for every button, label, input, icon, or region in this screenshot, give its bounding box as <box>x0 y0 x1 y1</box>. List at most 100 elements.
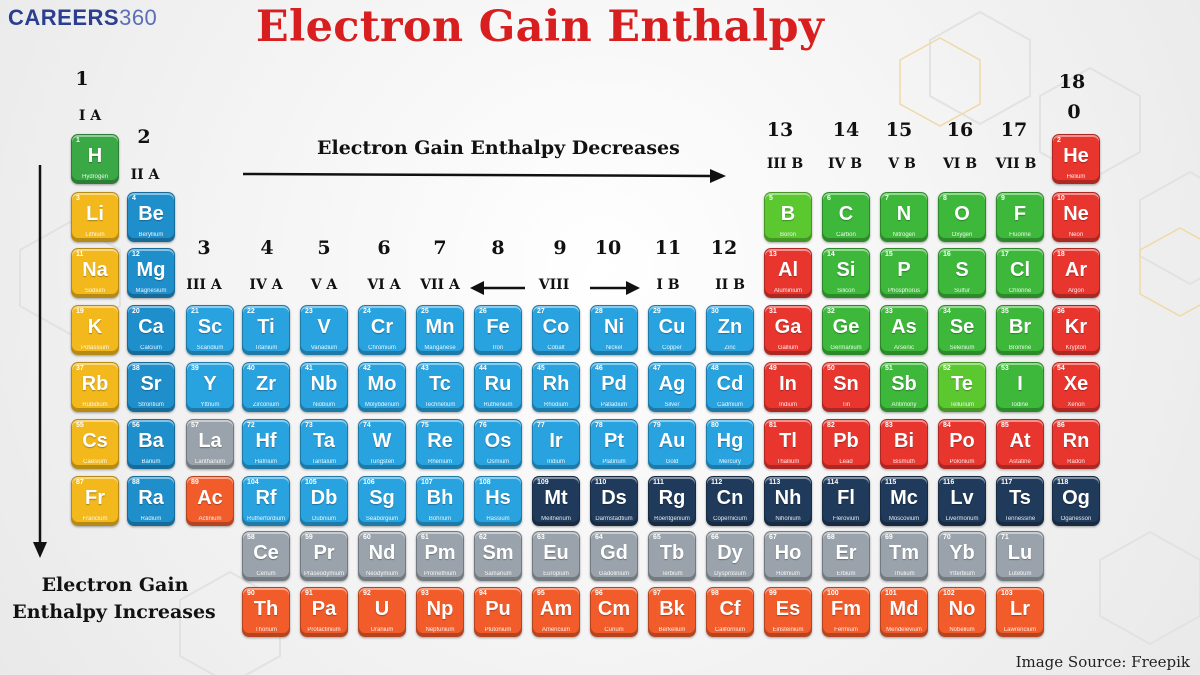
element-tile-cf: 98 Cf Californium <box>706 587 754 637</box>
element-tile-sb: 51 Sb Antimony <box>880 362 928 412</box>
element-tile-sg: 106 Sg Seaborgium <box>358 476 406 526</box>
atomic-number: 53 <box>1001 365 1009 372</box>
element-name: Europium <box>543 571 569 577</box>
atomic-number: 103 <box>1001 590 1013 597</box>
element-name: Einsteinium <box>772 627 804 633</box>
element-symbol: Fr <box>85 487 105 509</box>
element-tile-rf: 104 Rf Rutherfordium <box>242 476 290 526</box>
group-number-16: 16 <box>946 119 974 141</box>
element-tile-cd: 48 Cd Cadmium <box>706 362 754 412</box>
element-symbol: Lr <box>1010 598 1030 620</box>
atomic-number: 84 <box>943 422 951 429</box>
horizontal-trend-label: Electron Gain Enthalpy Decreases <box>317 137 680 159</box>
element-tile-dy: 66 Dy Dysprosium <box>706 531 754 581</box>
element-symbol: Dy <box>717 542 743 564</box>
element-tile-ir: 77 Ir Iridium <box>532 419 580 469</box>
element-tile-fl: 114 Fl Flerovium <box>822 476 870 526</box>
element-symbol: Cu <box>658 316 686 338</box>
atomic-number: 35 <box>1001 308 1009 315</box>
element-name: Bismuth <box>893 459 915 465</box>
atomic-number: 16 <box>943 251 951 258</box>
element-tile-lr: 103 Lr Lawrencium <box>996 587 1044 637</box>
element-symbol: Po <box>949 430 975 452</box>
atomic-number: 27 <box>537 308 545 315</box>
element-symbol: Sc <box>197 316 223 338</box>
element-name: Gold <box>665 459 679 465</box>
element-symbol: S <box>955 259 969 281</box>
element-tile-mo: 42 Mo Molybdenum <box>358 362 406 412</box>
element-name: Tennessine <box>1004 516 1036 522</box>
element-symbol: Am <box>539 598 573 620</box>
element-tile-bh: 107 Bh Bohrium <box>416 476 464 526</box>
element-name: Terbium <box>661 571 683 577</box>
atomic-number: 109 <box>537 479 549 486</box>
element-tile-yb: 70 Yb Ytterbium <box>938 531 986 581</box>
element-symbol: Bi <box>894 430 914 452</box>
element-name: Rubidium <box>82 402 108 408</box>
element-tile-ts: 117 Ts Tennessine <box>996 476 1044 526</box>
element-name: Helium <box>1066 174 1086 180</box>
element-symbol: Rn <box>1062 430 1090 452</box>
element-name: Tungsten <box>369 459 395 465</box>
group-subtitle-13: III B <box>766 156 804 172</box>
atomic-number: 116 <box>943 479 955 486</box>
group-subtitle-9: VIII <box>538 277 570 293</box>
atomic-number: 118 <box>1057 479 1069 486</box>
element-symbol: Xe <box>1063 373 1089 395</box>
element-symbol: Ba <box>138 430 164 452</box>
element-symbol: Hg <box>716 430 744 452</box>
element-tile-n: 7 N Nitrogen <box>880 192 928 242</box>
element-tile-pm: 61 Pm Promethium <box>416 531 464 581</box>
atomic-number: 28 <box>595 308 603 315</box>
element-tile-er: 68 Er Erbium <box>822 531 870 581</box>
element-name: Lutetium <box>1008 571 1032 577</box>
atomic-number: 49 <box>769 365 777 372</box>
element-name: Strontium <box>138 402 164 408</box>
element-tile-pt: 78 Pt Platinum <box>590 419 638 469</box>
element-symbol: Tc <box>429 373 451 395</box>
element-tile-pd: 46 Pd Palladium <box>590 362 638 412</box>
element-name: Chlorine <box>1008 288 1032 294</box>
atomic-number: 64 <box>595 534 603 541</box>
atomic-number: 2 <box>1057 137 1061 144</box>
element-symbol: Zr <box>256 373 276 395</box>
element-tile-la: 57 La Lanthanum <box>186 419 234 469</box>
atomic-number: 106 <box>363 479 375 486</box>
atomic-number: 43 <box>421 365 429 372</box>
group-number-13: 13 <box>766 119 794 141</box>
element-tile-zr: 40 Zr Zirconium <box>242 362 290 412</box>
element-tile-ge: 32 Ge Germanium <box>822 305 870 355</box>
element-symbol: Se <box>949 316 975 338</box>
element-tile-o: 8 O Oxygen <box>938 192 986 242</box>
group-subtitle-4: IV A <box>249 277 283 293</box>
page-title: Electron Gain Enthalpy <box>255 2 825 52</box>
viii-left-arrow-head <box>470 281 484 295</box>
element-symbol: Cs <box>82 430 108 452</box>
element-symbol: Ho <box>774 542 802 564</box>
element-tile-nd: 60 Nd Neodymium <box>358 531 406 581</box>
element-symbol: Te <box>951 373 973 395</box>
element-tile-co: 27 Co Cobalt <box>532 305 580 355</box>
atomic-number: 101 <box>885 590 897 597</box>
atomic-number: 89 <box>191 479 199 486</box>
element-name: Calcium <box>140 345 162 351</box>
element-symbol: Pm <box>424 542 456 564</box>
element-symbol: As <box>891 316 917 338</box>
atomic-number: 12 <box>132 251 140 258</box>
element-symbol: Nd <box>368 542 396 564</box>
atomic-number: 85 <box>1001 422 1009 429</box>
atomic-number: 3 <box>76 195 80 202</box>
element-name: Lanthanum <box>194 459 226 465</box>
element-symbol: Nb <box>310 373 338 395</box>
atomic-number: 32 <box>827 308 835 315</box>
element-name: Krypton <box>1065 345 1087 351</box>
element-name: Arsenic <box>893 345 914 351</box>
element-symbol: Pb <box>833 430 859 452</box>
element-tile-fm: 100 Fm Fermium <box>822 587 870 637</box>
atomic-number: 86 <box>1057 422 1065 429</box>
element-name: Neptunium <box>425 627 455 633</box>
viii-right-arrow-head <box>626 281 640 295</box>
element-tile-bk: 97 Bk Berkelium <box>648 587 696 637</box>
element-symbol: Ds <box>601 487 627 509</box>
